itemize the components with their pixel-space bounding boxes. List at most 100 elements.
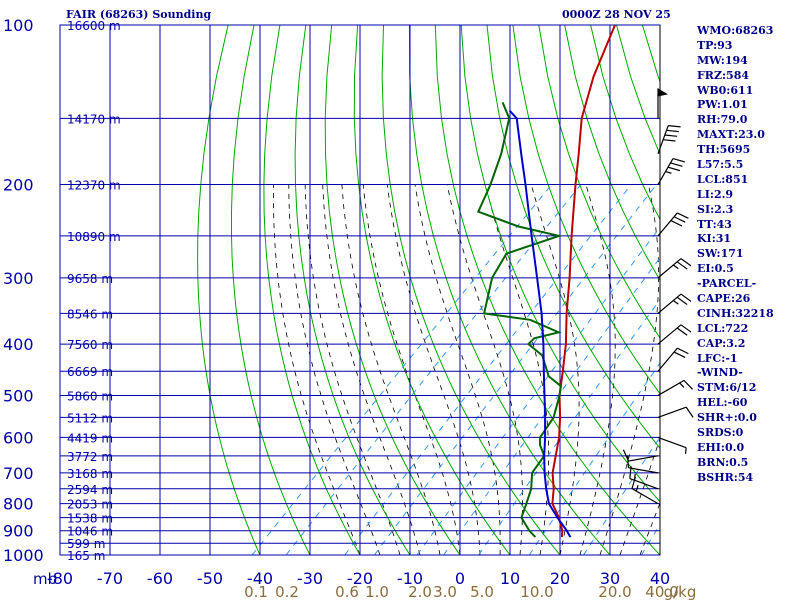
wind-feather — [667, 166, 681, 172]
mixing-ratio-label: 3.0 — [433, 583, 457, 600]
wind-barb — [657, 212, 678, 237]
profiles — [476, 25, 616, 538]
height-label: 6669 m — [67, 365, 113, 379]
temperature-tick-label: -80 — [47, 569, 73, 588]
pressure-tick-label: 900 — [3, 522, 34, 541]
wind-barb — [628, 467, 659, 474]
pressure-tick-label: 100 — [3, 16, 34, 35]
mixing-ratio-label: 10.0 — [520, 583, 553, 600]
mixing-ratio-label: 5.0 — [470, 583, 494, 600]
stat-item: TP:93 — [697, 38, 733, 52]
height-label: 14170 m — [67, 112, 121, 126]
wind-pennant — [658, 88, 668, 97]
pressure-tick-label: 1000 — [3, 546, 44, 565]
wind-barb — [657, 436, 687, 449]
stats-panel: WMO:68263 TP:93 MW:194 FRZ:584 WB0:611 PW:1.0… — [697, 24, 774, 486]
wind-feather — [672, 157, 686, 163]
wind-feather — [680, 293, 692, 302]
height-label: 5860 m — [67, 389, 113, 403]
stat-item: CAP:3.2 — [697, 336, 746, 350]
pressure-unit-label: mb — [33, 570, 57, 588]
height-label: 2594 m — [67, 483, 113, 497]
stat-item: CINH:32218 — [697, 306, 774, 320]
pressure-tick-label: 500 — [3, 386, 34, 405]
wind-barb — [628, 455, 659, 462]
mixing-ratio-label: g/kg — [664, 583, 697, 600]
height-label: 10890 m — [67, 230, 121, 244]
temperature-tick-label: -30 — [297, 569, 323, 588]
wind-feather — [676, 327, 688, 336]
wind-half-feather — [635, 485, 639, 492]
wind-half-feather — [665, 170, 672, 174]
wind-half-feather — [684, 447, 687, 454]
stat-item: FRZ:584 — [697, 68, 750, 82]
wind-feather — [668, 125, 681, 128]
wind-feather — [673, 216, 686, 223]
height-label: 9658 m — [67, 272, 113, 286]
stat-item: BSHR:54 — [697, 470, 754, 484]
wind-feather — [631, 476, 636, 489]
wind-feather — [680, 258, 692, 267]
mixing-ratio-label: 0.2 — [275, 583, 299, 600]
height-label: 7560 m — [67, 338, 113, 352]
moist-adiabat — [619, 437, 660, 555]
stat-item: WMO:68263 — [697, 24, 774, 37]
stat-item: LFC:-1 — [697, 351, 738, 365]
stat-item: EHI:0.0 — [697, 440, 745, 454]
temperature-tick-label: 40 — [650, 569, 670, 588]
wind-feather — [676, 296, 688, 306]
mixing-ratio-label: 40.0 — [645, 583, 678, 600]
moist-adiabat — [386, 184, 481, 555]
stat-item: SI:2.3 — [697, 202, 734, 216]
wind-barb — [657, 406, 687, 418]
height-label: 8546 m — [67, 307, 113, 321]
wind-feather — [664, 134, 678, 137]
stat-item: L57:5.5 — [697, 158, 744, 172]
dewpoint-profile — [476, 102, 563, 538]
pressure-tick-label: 400 — [3, 335, 34, 354]
temperature-tick-label: -20 — [347, 569, 373, 588]
wind-barbs — [622, 25, 694, 555]
sounding-time: 0000Z 28 NOV 25 — [562, 8, 671, 21]
wind-feather — [670, 162, 683, 167]
moist-adiabat — [414, 184, 501, 555]
temperature-tick-label: -70 — [97, 569, 123, 588]
wind-feather — [677, 347, 689, 355]
temperature-tick-label: -60 — [147, 569, 173, 588]
stat-item: STM:6/12 — [697, 381, 757, 395]
pressure-tick-label: 200 — [3, 176, 34, 195]
mixing-ratio-label: 0.6 — [335, 583, 359, 600]
stat-item: -PARCEL- — [697, 277, 757, 291]
temperature-tick-label: 20 — [550, 569, 570, 588]
mixing-ratio-label: 2.0 — [408, 583, 432, 600]
stat-item: WB0:611 — [697, 83, 754, 97]
wind-half-feather — [672, 264, 679, 270]
height-label: 599 m — [67, 537, 105, 551]
stat-item: SW:171 — [697, 247, 744, 261]
stat-item: BRN:0.5 — [697, 455, 749, 469]
stat-item: MAXT:23.0 — [697, 128, 765, 142]
mixing-ratio-line — [478, 298, 660, 555]
temperature-tick-label: -40 — [247, 569, 273, 588]
wind-feather — [670, 220, 683, 227]
temperature-tick-label: 30 — [600, 569, 620, 588]
height-label: 16600 m — [67, 19, 121, 33]
wind-feather — [685, 406, 694, 418]
wind-feather — [676, 261, 688, 270]
stat-item: KI:31 — [697, 232, 732, 246]
pressure-tick-label: 600 — [3, 428, 34, 447]
stat-item: MW:194 — [697, 53, 748, 67]
mixing-ratio-label: 20.0 — [598, 583, 631, 600]
moist-adiabat — [446, 184, 523, 555]
height-label: 1046 m — [67, 525, 113, 539]
mixing-ratio-label: 1.0 — [365, 583, 389, 600]
moist-adiabat — [530, 184, 580, 555]
stat-item: SRDS:0 — [697, 426, 744, 440]
wind-feather — [666, 129, 679, 133]
height-label: 1538 m — [67, 512, 113, 526]
wind-feather — [683, 380, 694, 390]
stat-item: SHR+:0.0 — [697, 411, 757, 425]
moist-adiabat — [304, 184, 401, 555]
